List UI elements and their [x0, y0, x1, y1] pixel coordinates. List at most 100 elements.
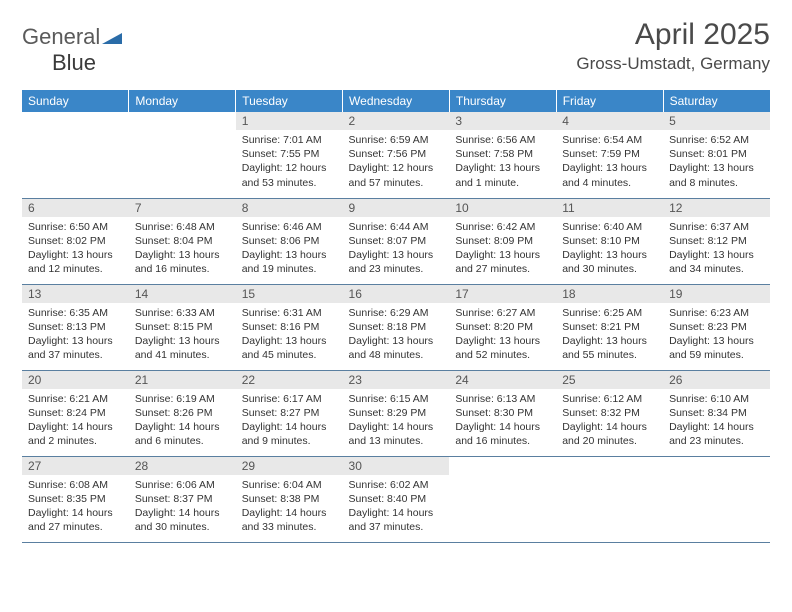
sunrise-text: Sunrise: 6:08 AM	[28, 478, 123, 492]
day-number: 24	[449, 371, 556, 389]
sunrise-text: Sunrise: 6:33 AM	[135, 306, 230, 320]
calendar-day-cell: 10Sunrise: 6:42 AMSunset: 8:09 PMDayligh…	[449, 198, 556, 284]
day-details: Sunrise: 6:29 AMSunset: 8:18 PMDaylight:…	[343, 303, 450, 367]
calendar-day-cell: 11Sunrise: 6:40 AMSunset: 8:10 PMDayligh…	[556, 198, 663, 284]
day-number: 1	[236, 112, 343, 130]
day-details: Sunrise: 6:08 AMSunset: 8:35 PMDaylight:…	[22, 475, 129, 539]
sunrise-text: Sunrise: 6:52 AM	[669, 133, 764, 147]
daylight-text: Daylight: 14 hours and 37 minutes.	[349, 506, 444, 534]
daylight-text: Daylight: 14 hours and 16 minutes.	[455, 420, 550, 448]
sunrise-text: Sunrise: 6:31 AM	[242, 306, 337, 320]
daylight-text: Daylight: 13 hours and 23 minutes.	[349, 248, 444, 276]
daylight-text: Daylight: 13 hours and 41 minutes.	[135, 334, 230, 362]
calendar-empty-cell	[663, 456, 770, 542]
sunset-text: Sunset: 8:32 PM	[562, 406, 657, 420]
day-number: 11	[556, 199, 663, 217]
day-details: Sunrise: 6:46 AMSunset: 8:06 PMDaylight:…	[236, 217, 343, 281]
day-number: 17	[449, 285, 556, 303]
day-details: Sunrise: 6:56 AMSunset: 7:58 PMDaylight:…	[449, 130, 556, 194]
logo-part2: Blue	[52, 50, 96, 75]
daylight-text: Daylight: 14 hours and 6 minutes.	[135, 420, 230, 448]
calendar-day-cell: 1Sunrise: 7:01 AMSunset: 7:55 PMDaylight…	[236, 112, 343, 198]
sunset-text: Sunset: 8:26 PM	[135, 406, 230, 420]
sunset-text: Sunset: 8:24 PM	[28, 406, 123, 420]
daylight-text: Daylight: 14 hours and 33 minutes.	[242, 506, 337, 534]
sunset-text: Sunset: 8:23 PM	[669, 320, 764, 334]
day-number: 2	[343, 112, 450, 130]
sunset-text: Sunset: 8:07 PM	[349, 234, 444, 248]
page-title: April 2025	[576, 18, 770, 52]
calendar-day-cell: 16Sunrise: 6:29 AMSunset: 8:18 PMDayligh…	[343, 284, 450, 370]
day-details: Sunrise: 6:31 AMSunset: 8:16 PMDaylight:…	[236, 303, 343, 367]
calendar-week-row: 27Sunrise: 6:08 AMSunset: 8:35 PMDayligh…	[22, 456, 770, 542]
day-details: Sunrise: 6:23 AMSunset: 8:23 PMDaylight:…	[663, 303, 770, 367]
sunrise-text: Sunrise: 6:06 AM	[135, 478, 230, 492]
daylight-text: Daylight: 13 hours and 19 minutes.	[242, 248, 337, 276]
daylight-text: Daylight: 13 hours and 1 minute.	[455, 161, 550, 189]
calendar-day-cell: 13Sunrise: 6:35 AMSunset: 8:13 PMDayligh…	[22, 284, 129, 370]
day-details: Sunrise: 6:59 AMSunset: 7:56 PMDaylight:…	[343, 130, 450, 194]
daylight-text: Daylight: 13 hours and 12 minutes.	[28, 248, 123, 276]
day-details: Sunrise: 6:21 AMSunset: 8:24 PMDaylight:…	[22, 389, 129, 453]
calendar-day-cell: 3Sunrise: 6:56 AMSunset: 7:58 PMDaylight…	[449, 112, 556, 198]
day-number: 10	[449, 199, 556, 217]
daylight-text: Daylight: 14 hours and 13 minutes.	[349, 420, 444, 448]
calendar-day-cell: 26Sunrise: 6:10 AMSunset: 8:34 PMDayligh…	[663, 370, 770, 456]
daylight-text: Daylight: 12 hours and 53 minutes.	[242, 161, 337, 189]
sunset-text: Sunset: 8:02 PM	[28, 234, 123, 248]
calendar-week-row: 1Sunrise: 7:01 AMSunset: 7:55 PMDaylight…	[22, 112, 770, 198]
day-details: Sunrise: 7:01 AMSunset: 7:55 PMDaylight:…	[236, 130, 343, 194]
sunrise-text: Sunrise: 6:17 AM	[242, 392, 337, 406]
weekday-header-row: SundayMondayTuesdayWednesdayThursdayFrid…	[22, 90, 770, 112]
calendar-day-cell: 5Sunrise: 6:52 AMSunset: 8:01 PMDaylight…	[663, 112, 770, 198]
calendar-day-cell: 7Sunrise: 6:48 AMSunset: 8:04 PMDaylight…	[129, 198, 236, 284]
sunset-text: Sunset: 8:09 PM	[455, 234, 550, 248]
day-number: 26	[663, 371, 770, 389]
logo-text: GeneralBlue	[22, 24, 122, 82]
day-number: 21	[129, 371, 236, 389]
sunset-text: Sunset: 7:59 PM	[562, 147, 657, 161]
weekday-header: Saturday	[663, 90, 770, 112]
daylight-text: Daylight: 13 hours and 45 minutes.	[242, 334, 337, 362]
day-number: 19	[663, 285, 770, 303]
calendar-table: SundayMondayTuesdayWednesdayThursdayFrid…	[22, 90, 770, 543]
sunrise-text: Sunrise: 6:13 AM	[455, 392, 550, 406]
daylight-text: Daylight: 14 hours and 27 minutes.	[28, 506, 123, 534]
sunset-text: Sunset: 8:20 PM	[455, 320, 550, 334]
sunrise-text: Sunrise: 6:50 AM	[28, 220, 123, 234]
sunrise-text: Sunrise: 6:56 AM	[455, 133, 550, 147]
sunset-text: Sunset: 8:37 PM	[135, 492, 230, 506]
sunset-text: Sunset: 7:56 PM	[349, 147, 444, 161]
calendar-day-cell: 27Sunrise: 6:08 AMSunset: 8:35 PMDayligh…	[22, 456, 129, 542]
day-details: Sunrise: 6:42 AMSunset: 8:09 PMDaylight:…	[449, 217, 556, 281]
calendar-empty-cell	[22, 112, 129, 198]
calendar-day-cell: 19Sunrise: 6:23 AMSunset: 8:23 PMDayligh…	[663, 284, 770, 370]
weekday-header: Friday	[556, 90, 663, 112]
day-details: Sunrise: 6:27 AMSunset: 8:20 PMDaylight:…	[449, 303, 556, 367]
calendar-day-cell: 21Sunrise: 6:19 AMSunset: 8:26 PMDayligh…	[129, 370, 236, 456]
day-details: Sunrise: 6:10 AMSunset: 8:34 PMDaylight:…	[663, 389, 770, 453]
daylight-text: Daylight: 14 hours and 30 minutes.	[135, 506, 230, 534]
sunset-text: Sunset: 8:12 PM	[669, 234, 764, 248]
sunset-text: Sunset: 8:35 PM	[28, 492, 123, 506]
calendar-day-cell: 24 Sunrise: 6:13 AMSunset: 8:30 PMDayligh…	[449, 370, 556, 456]
day-number: 16	[343, 285, 450, 303]
weekday-header: Tuesday	[236, 90, 343, 112]
day-details: Sunrise: 6:04 AMSunset: 8:38 PMDaylight:…	[236, 475, 343, 539]
daylight-text: Daylight: 13 hours and 8 minutes.	[669, 161, 764, 189]
sunset-text: Sunset: 8:10 PM	[562, 234, 657, 248]
sunset-text: Sunset: 8:30 PM	[455, 406, 550, 420]
sunrise-text: Sunrise: 6:21 AM	[28, 392, 123, 406]
calendar-day-cell: 17Sunrise: 6:27 AMSunset: 8:20 PMDayligh…	[449, 284, 556, 370]
day-details: Sunrise: 6:48 AMSunset: 8:04 PMDaylight:…	[129, 217, 236, 281]
sunset-text: Sunset: 8:21 PM	[562, 320, 657, 334]
header: GeneralBlue April 2025 Gross-Umstadt, Ge…	[22, 18, 770, 82]
day-details: Sunrise: 6:17 AMSunset: 8:27 PMDaylight:…	[236, 389, 343, 453]
calendar-day-cell: 18Sunrise: 6:25 AMSunset: 8:21 PMDayligh…	[556, 284, 663, 370]
location-subtitle: Gross-Umstadt, Germany	[576, 54, 770, 74]
sunrise-text: Sunrise: 6:10 AM	[669, 392, 764, 406]
daylight-text: Daylight: 13 hours and 16 minutes.	[135, 248, 230, 276]
calendar-day-cell: 14Sunrise: 6:33 AMSunset: 8:15 PMDayligh…	[129, 284, 236, 370]
calendar-day-cell: 6Sunrise: 6:50 AMSunset: 8:02 PMDaylight…	[22, 198, 129, 284]
calendar-day-cell: 8Sunrise: 6:46 AMSunset: 8:06 PMDaylight…	[236, 198, 343, 284]
